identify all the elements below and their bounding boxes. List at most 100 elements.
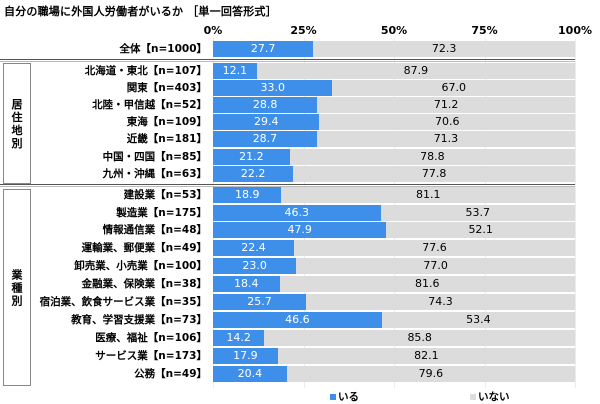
value-label-no: 74.3 xyxy=(428,295,453,308)
bar-segment-yes: 23.0 xyxy=(213,258,297,274)
bar-segment-no: 53.4 xyxy=(381,312,575,328)
bar-segment-yes: 14.2 xyxy=(213,330,265,346)
value-label-no: 85.8 xyxy=(407,331,432,344)
bar-segment-no: 70.6 xyxy=(319,114,575,130)
group-box: 業種別 xyxy=(3,189,31,386)
bar-track: 17.9 82.1 xyxy=(213,348,575,364)
value-label-yes: 12.1 xyxy=(222,64,248,77)
value-label-no: 67.0 xyxy=(441,81,466,94)
value-label-no: 77.8 xyxy=(421,167,447,180)
bar-row: 全体【n=1000】 27.7 72.3 xyxy=(0,41,600,57)
row-label: 運輸業、郵便業【n=49】 xyxy=(81,242,207,254)
bar-segment-yes: 22.2 xyxy=(213,166,294,182)
bar-segment-yes: 47.9 xyxy=(213,222,387,238)
bar-segment-yes: 22.4 xyxy=(213,240,295,256)
value-label-yes: 18.9 xyxy=(234,188,260,201)
value-label-yes: 28.7 xyxy=(252,132,278,145)
value-label-yes: 18.4 xyxy=(234,277,259,290)
value-label-no: 53.4 xyxy=(466,313,491,326)
row-label: 卸売業、小売業【n=100】 xyxy=(74,260,207,272)
bar-segment-no: 81.6 xyxy=(279,276,575,292)
bar-segment-yes: 18.4 xyxy=(213,276,280,292)
bar-track: 22.4 77.6 xyxy=(213,240,575,256)
bar-track: 28.8 71.2 xyxy=(213,97,575,113)
value-label-yes: 20.4 xyxy=(237,367,263,380)
bar-track: 29.4 70.6 xyxy=(213,114,575,130)
bar-row: 運輸業、郵便業【n=49】 22.4 77.6 xyxy=(0,240,600,256)
value-label-no: 77.0 xyxy=(423,259,448,272)
row-label: 中国・四国【n=85】 xyxy=(102,151,207,163)
value-label-no: 77.6 xyxy=(422,241,447,254)
value-label-no: 70.6 xyxy=(434,115,460,128)
bar-track: 18.9 81.1 xyxy=(213,187,575,203)
bar-track: 46.6 53.4 xyxy=(213,312,575,328)
value-label-no: 53.7 xyxy=(465,206,491,219)
bar-track: 23.0 77.0 xyxy=(213,258,575,274)
bar-row: 卸売業、小売業【n=100】 23.0 77.0 xyxy=(0,258,600,274)
bar-row: 建設業【n=53】 18.9 81.1 xyxy=(0,187,600,203)
row-label: 近畿【n=181】 xyxy=(126,133,207,145)
value-label-yes: 25.7 xyxy=(247,295,272,308)
bar-track: 21.2 78.8 xyxy=(213,149,575,165)
bar-row: 医療、福祉【n=106】 14.2 85.8 xyxy=(0,330,600,346)
bar-row: 公務【n=49】 20.4 79.6 xyxy=(0,366,600,382)
bar-segment-no: 77.0 xyxy=(296,258,575,274)
bar-segment-no: 71.2 xyxy=(317,97,575,113)
bar-track: 22.2 77.8 xyxy=(213,166,575,182)
bar-segment-yes: 46.3 xyxy=(213,205,381,221)
bar-segment-yes: 46.6 xyxy=(213,312,382,328)
gridline xyxy=(575,38,576,388)
bar-row: 東海【n=109】 29.4 70.6 xyxy=(0,114,600,130)
bar-track: 25.7 74.3 xyxy=(213,294,575,310)
bar-segment-no: 71.3 xyxy=(316,131,575,147)
bar-row: 宿泊業、飲食サービス業【n=35】 25.7 74.3 xyxy=(0,294,600,310)
value-label-no: 81.1 xyxy=(415,188,441,201)
bar-segment-no: 77.6 xyxy=(294,240,575,256)
value-label-yes: 29.4 xyxy=(253,115,279,128)
bar-row: 金融業、保険業【n=38】 18.4 81.6 xyxy=(0,276,600,292)
bar-track: 28.7 71.3 xyxy=(213,131,575,147)
bar-segment-no: 81.1 xyxy=(281,187,575,203)
bar-segment-yes: 20.4 xyxy=(213,366,287,382)
row-label: サービス業【n=173】 xyxy=(95,350,207,362)
x-axis-tick-label: 0% xyxy=(203,24,223,37)
legend-item: いる xyxy=(330,389,359,404)
value-label-yes: 22.4 xyxy=(241,241,266,254)
x-axis-tick-label: 75% xyxy=(471,24,498,37)
bar-segment-yes: 21.2 xyxy=(213,149,290,165)
legend-label: いない xyxy=(478,391,510,403)
x-axis-tick-label: 100% xyxy=(558,24,592,37)
bar-segment-no: 53.7 xyxy=(380,205,575,221)
row-label: 金融業、保険業【n=38】 xyxy=(81,278,207,290)
bar-segment-yes: 12.1 xyxy=(213,63,257,79)
bar-track: 18.4 81.6 xyxy=(213,276,575,292)
bar-segment-yes: 27.7 xyxy=(213,41,314,57)
bar-segment-yes: 28.8 xyxy=(213,97,318,113)
bar-row: 北海道・東北【n=107】 12.1 87.9 xyxy=(0,63,600,79)
value-label-no: 72.3 xyxy=(431,42,457,55)
bar-row: サービス業【n=173】 17.9 82.1 xyxy=(0,348,600,364)
bar-segment-no: 67.0 xyxy=(332,80,575,96)
group-label: 業種別 xyxy=(11,268,23,307)
group-separator xyxy=(0,59,575,60)
bar-track: 20.4 79.6 xyxy=(213,366,575,382)
value-label-yes: 28.8 xyxy=(252,98,278,111)
row-label: 製造業【n=175】 xyxy=(116,207,207,219)
value-label-yes: 33.0 xyxy=(260,81,285,94)
value-label-no: 82.1 xyxy=(414,349,439,362)
bar-track: 27.7 72.3 xyxy=(213,41,575,57)
value-label-no: 81.6 xyxy=(415,277,440,290)
value-label-no: 71.3 xyxy=(433,132,459,145)
legend-item: いない xyxy=(470,389,510,404)
bar-row: 製造業【n=175】 46.3 53.7 xyxy=(0,205,600,221)
bar-row: 近畿【n=181】 28.7 71.3 xyxy=(0,131,600,147)
value-label-yes: 46.6 xyxy=(285,313,310,326)
bar-track: 33.0 67.0 xyxy=(213,80,575,96)
value-label-yes: 23.0 xyxy=(242,259,267,272)
bar-segment-yes: 29.4 xyxy=(213,114,320,130)
bar-row: 中国・四国【n=85】 21.2 78.8 xyxy=(0,149,600,165)
row-label: 情報通信業【n=48】 xyxy=(102,224,207,236)
x-axis-tick-label: 25% xyxy=(290,24,317,37)
value-label-yes: 21.2 xyxy=(239,150,264,163)
bar-segment-no: 77.8 xyxy=(293,166,575,182)
